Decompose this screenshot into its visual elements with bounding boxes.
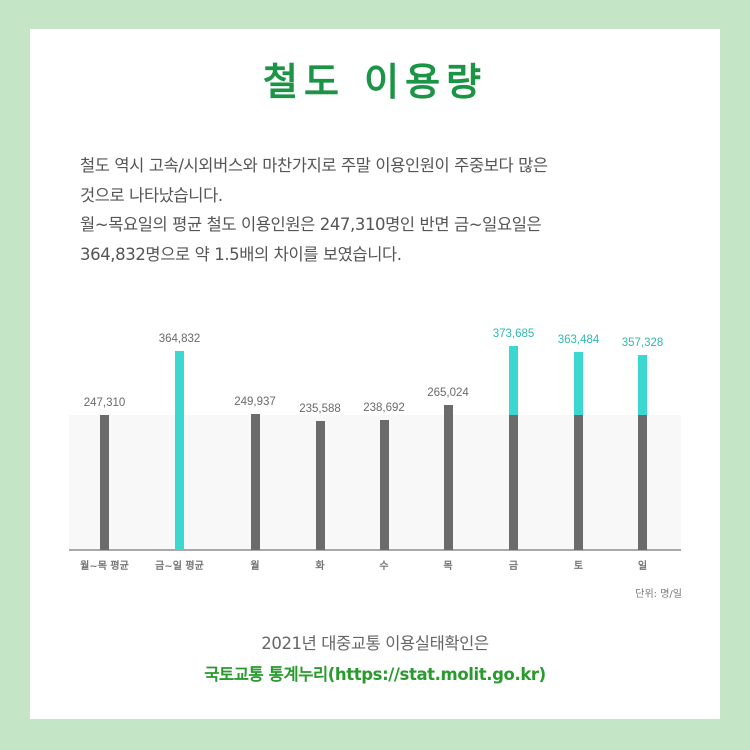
value-label: 357,328 <box>621 336 664 349</box>
bar-base-segment <box>638 415 647 550</box>
value-label: 373,685 <box>492 328 535 340</box>
infographic-card: 철도 이용량 철도 역시 고속/시외버스와 마찬가지로 주말 이용인원이 주중보… <box>30 29 720 719</box>
category-label: 수 <box>379 561 389 572</box>
bar-chart: 247,310 월~목 평균 364,832 금~일 평균 249,937 월 235,58… <box>30 29 720 719</box>
value-label: 247,310 <box>83 397 126 409</box>
bar-excess-segment <box>638 354 647 415</box>
category-label: 화 <box>315 561 325 572</box>
x-axis-baseline <box>69 549 681 551</box>
bar-excess-segment <box>509 346 518 415</box>
category-label: 금~일 평균 <box>155 561 204 572</box>
description-line: 월~목요일의 평균 철도 이용인원은 247,310명인 반면 금~일요일은 <box>80 215 542 234</box>
category-label: 토 <box>573 561 584 572</box>
value-label: 364,832 <box>158 332 201 345</box>
category-label: 일 <box>637 561 648 572</box>
footer-source-text: 2021년 대중교통 이용실태확인은 <box>261 634 489 653</box>
bar <box>509 346 518 550</box>
bar-segment <box>379 419 389 550</box>
bar <box>574 351 583 550</box>
page-title: 철도 이용량 <box>262 60 488 104</box>
category-label: 월~목 평균 <box>80 561 129 572</box>
description-line: 것으로 나타났습니다. <box>80 185 223 205</box>
value-label: 249,937 <box>234 395 276 408</box>
reference-band <box>69 415 681 550</box>
category-label: 월 <box>250 561 260 572</box>
bar-base-segment <box>175 350 184 550</box>
value-label: 238,692 <box>363 401 405 414</box>
bar-excess-segment <box>574 351 583 415</box>
value-label: 235,588 <box>299 403 341 416</box>
bar <box>443 405 453 550</box>
bar <box>315 421 325 550</box>
bar <box>100 415 109 550</box>
value-label: 363,484 <box>557 333 600 346</box>
bar <box>250 413 260 550</box>
description: 철도 역시 고속/시외버스와 마찬가지로 주말 이용인원이 주중보다 많은 것으… <box>80 151 680 269</box>
value-label: 265,024 <box>427 387 469 400</box>
description-line: 철도 역시 고속/시외버스와 마찬가지로 주말 이용인원이 주중보다 많은 <box>80 156 548 175</box>
bar <box>175 350 184 550</box>
category-label: 금 <box>508 561 519 572</box>
unit-label: 단위: 명/일 <box>635 589 682 600</box>
bar-base-segment <box>574 415 583 550</box>
bar-segment <box>100 415 109 550</box>
footer-source-link[interactable]: 국토교통 통계누리(https://stat.molit.go.kr) <box>204 665 546 684</box>
bar-segment <box>315 421 325 550</box>
bar-segment <box>443 405 453 550</box>
bar-base-segment <box>509 415 518 550</box>
bar <box>379 419 389 550</box>
description-line: 364,832명으로 약 1.5배의 차이를 보였습니다. <box>80 244 402 264</box>
bar <box>638 354 647 550</box>
category-label: 목 <box>443 561 453 572</box>
bar-segment <box>250 413 260 550</box>
